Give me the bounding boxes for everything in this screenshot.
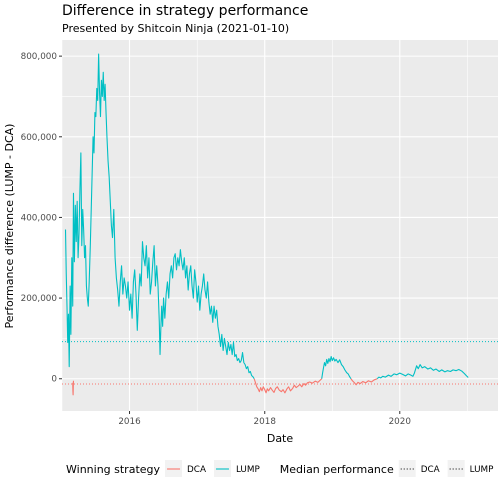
series-line-dca	[72, 380, 75, 396]
major-gridlines	[62, 40, 498, 411]
legend-label: LUMP	[236, 465, 260, 475]
x-tick-label: 2018	[254, 417, 276, 427]
legend: Winning strategy DCA LUMP Median performanc…	[66, 460, 493, 477]
series-line-dca	[350, 378, 378, 386]
data-series	[64, 53, 469, 396]
x-axis-ticks: 2016 2018 2020	[118, 411, 411, 427]
legend-label: DCA	[421, 465, 440, 475]
series-line-lump	[321, 356, 352, 380]
x-tick-label: 2016	[118, 417, 141, 427]
y-tick-label: 400,000	[21, 213, 58, 223]
y-tick-label: 200,000	[21, 294, 58, 304]
legend-label: LUMP	[470, 465, 494, 475]
series-line-lump	[376, 364, 469, 380]
y-axis-ticks: 0 200,000 400,000 600,000 800,000	[21, 52, 62, 385]
minor-gridlines	[61, 40, 498, 411]
median-lines	[62, 341, 498, 385]
x-tick-label: 2020	[389, 417, 412, 427]
y-tick-label: 0	[51, 375, 57, 385]
y-axis-title: Performance difference (LUMP - DCA)	[3, 124, 16, 329]
plot-panel	[62, 40, 498, 411]
chart-title: Difference in strategy performance	[62, 3, 308, 19]
y-tick-label: 600,000	[21, 133, 58, 143]
chart-subtitle: Presented by Shitcoin Ninja (2021-01-10)	[62, 22, 289, 35]
legend-label: DCA	[187, 465, 206, 475]
legend-title: Winning strategy	[66, 463, 161, 476]
series-line-dca	[253, 378, 323, 394]
x-axis-title: Date	[267, 432, 294, 445]
series-line-lump	[64, 53, 255, 380]
y-tick-label: 800,000	[21, 52, 58, 62]
legend-title: Median performance	[280, 463, 394, 476]
